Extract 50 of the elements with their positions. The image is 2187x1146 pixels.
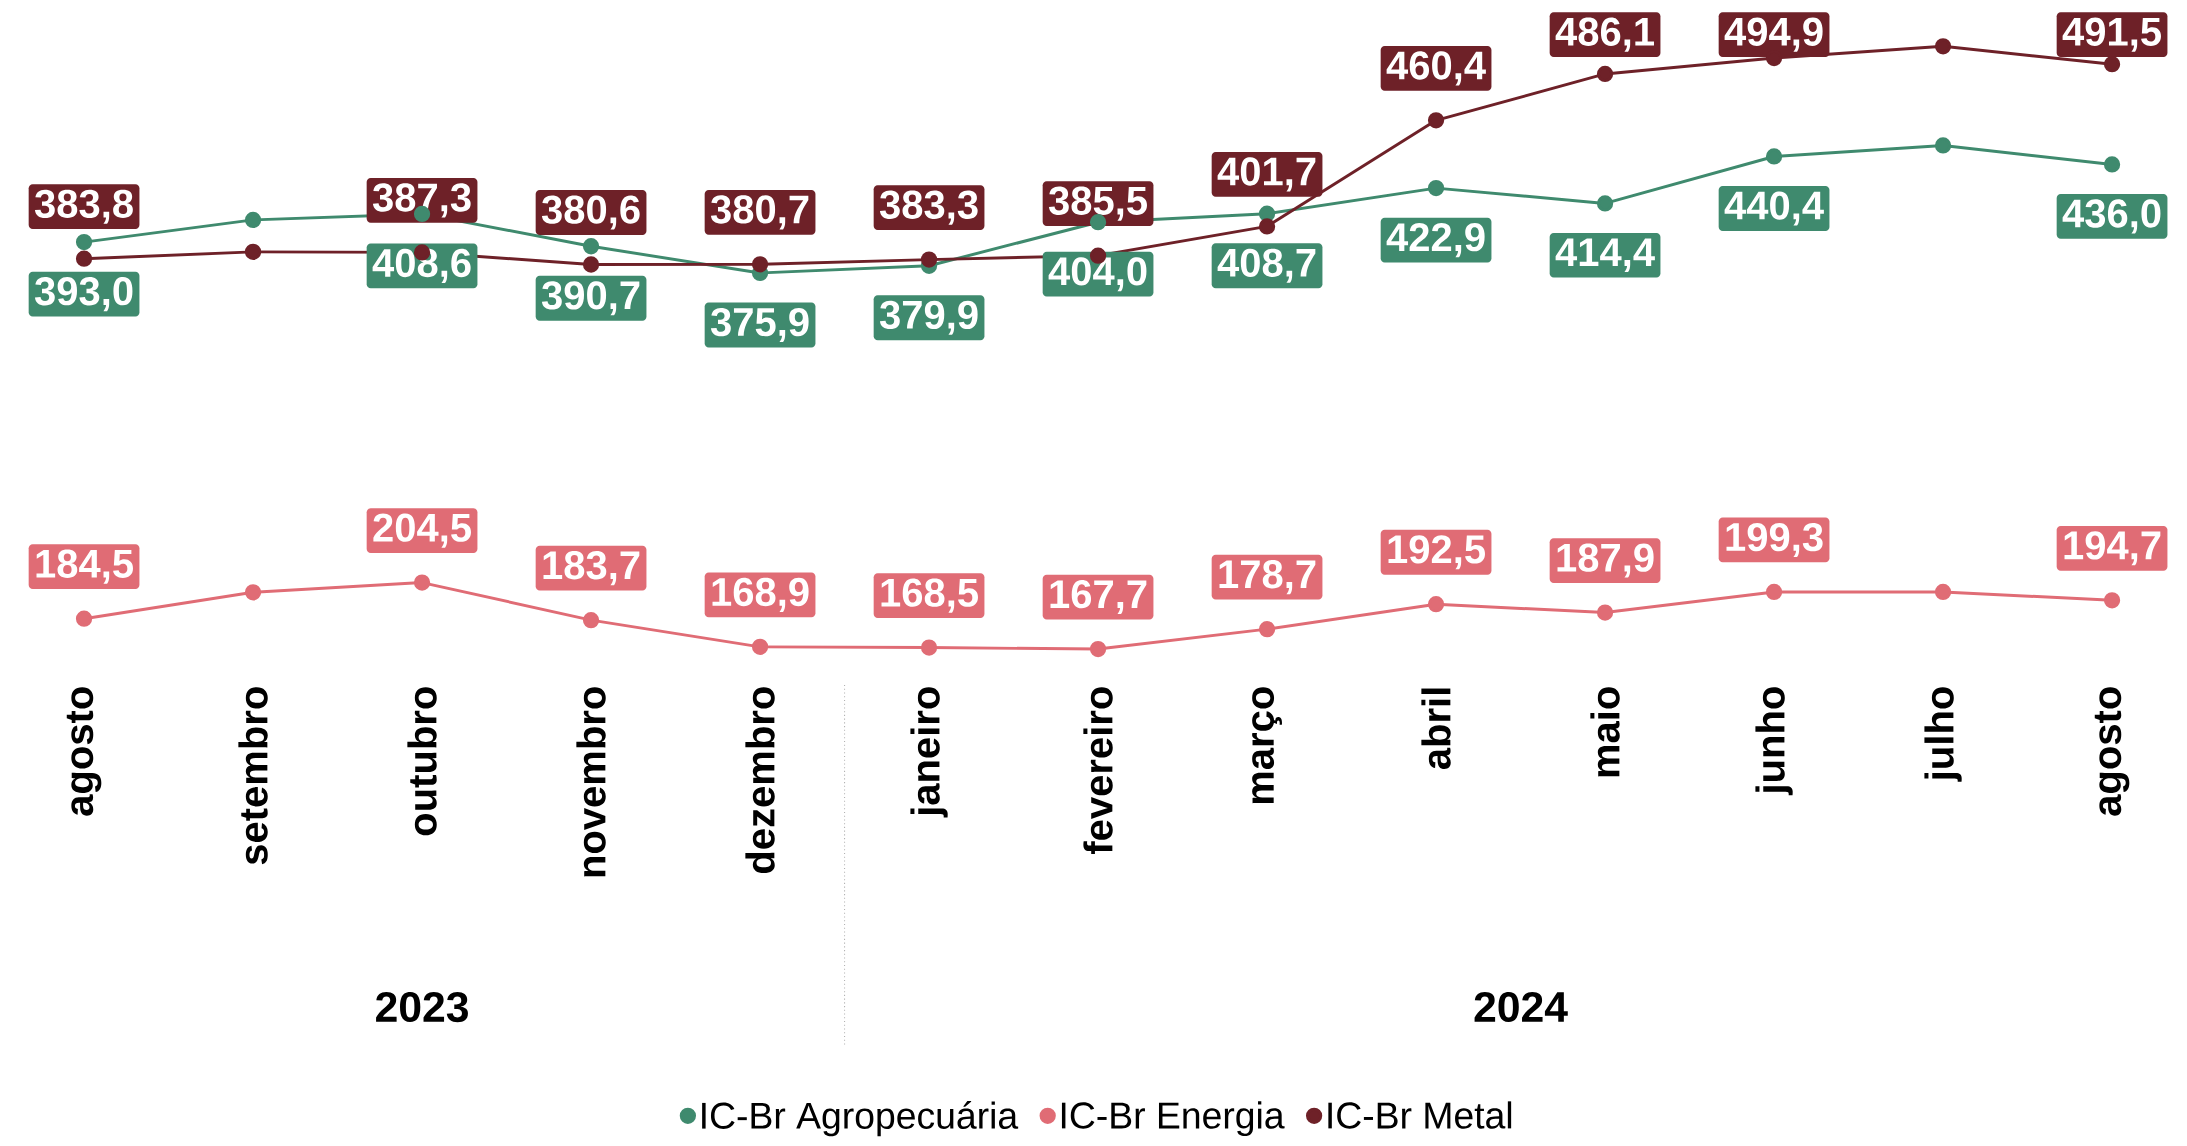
x-tick-label: dezembro xyxy=(745,687,775,874)
data-label: 380,7 xyxy=(710,195,809,230)
data-label: 404,0 xyxy=(1048,257,1147,292)
data-label: 187,9 xyxy=(1557,543,1654,578)
x-tick-label: maio xyxy=(1590,687,1620,777)
data-label: 440,4 xyxy=(1724,191,1824,226)
x-tick-label: janeiro xyxy=(910,687,948,818)
x-tick-label: abril xyxy=(1421,688,1451,770)
data-label: 178,7 xyxy=(1219,560,1316,595)
x-tick-label: março xyxy=(1252,687,1282,804)
data-label: 383,8 xyxy=(34,189,133,224)
data-label: 436,0 xyxy=(2062,199,2161,234)
data-label: 184,5 xyxy=(36,549,133,584)
legend-label: IC-Br Energia xyxy=(1061,1101,1285,1137)
data-label: 390,7 xyxy=(541,281,640,316)
x-tick-label: novembro xyxy=(576,687,606,877)
x-tick-label: agosto xyxy=(66,687,102,816)
data-label: 379,9 xyxy=(879,300,978,335)
data-label: 387,3 xyxy=(372,183,471,218)
data-label: 422,9 xyxy=(1386,223,1485,258)
data-label: 460,4 xyxy=(1386,51,1486,86)
data-label: 494,9 xyxy=(1724,17,1823,52)
data-label: 385,5 xyxy=(1048,186,1147,221)
x-tick-label: julho xyxy=(1924,687,1962,782)
x-tick-label: fevereiro xyxy=(1083,687,1113,855)
data-label: 491,5 xyxy=(2062,17,2161,52)
text: 2024 xyxy=(1474,991,1568,1023)
text: 2023 xyxy=(376,991,468,1023)
data-label: 204,5 xyxy=(373,513,471,548)
data-label: 414,4 xyxy=(1555,238,1655,273)
data-label: 486,1 xyxy=(1555,17,1654,52)
data-label: 167,7 xyxy=(1050,579,1147,615)
data-label: 168,9 xyxy=(712,577,809,612)
data-label: 375,9 xyxy=(710,307,809,343)
data-label: 183,7 xyxy=(543,551,640,586)
data-label: 168,5 xyxy=(881,578,978,613)
data-label: 383,3 xyxy=(879,190,978,225)
x-tick-label: setembro xyxy=(238,687,268,865)
x-tick-label: agosto xyxy=(2094,687,2130,816)
x-tick-label: outubro xyxy=(407,687,437,836)
data-label: 380,6 xyxy=(541,195,640,230)
legend-label: IC-Br Metal xyxy=(1328,1101,1512,1129)
data-label: 401,7 xyxy=(1217,157,1316,192)
data-label: 192,5 xyxy=(1388,535,1485,570)
x-tick-label: junho xyxy=(1755,687,1793,796)
data-label: 194,7 xyxy=(2064,531,2161,566)
data-label: 408,7 xyxy=(1217,248,1316,283)
legend-label: IC-Br Agropecuária xyxy=(702,1101,1019,1137)
data-label: 199,3 xyxy=(1726,522,1823,558)
data-label: 393,0 xyxy=(34,277,133,312)
